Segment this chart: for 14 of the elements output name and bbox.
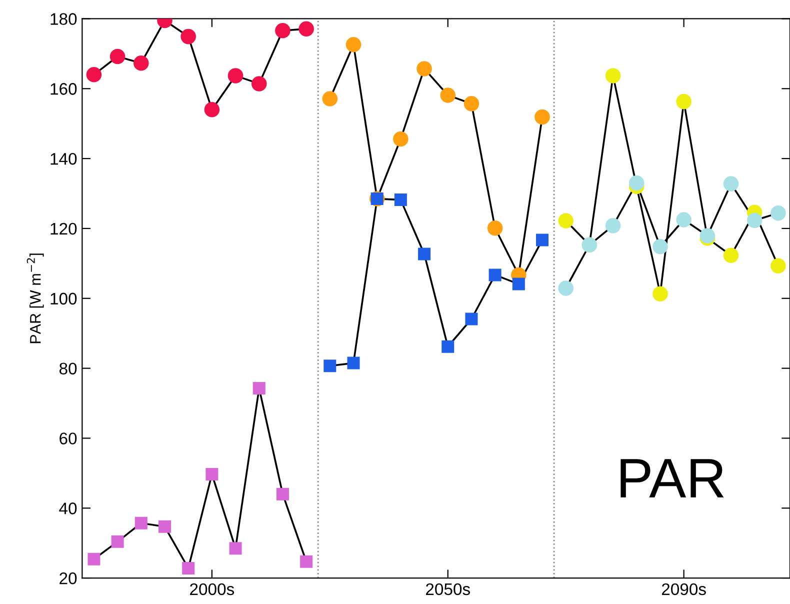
x-tick-label: 2090s (662, 583, 706, 596)
y-tick-label: 140 (50, 152, 77, 165)
y-tick-label: 160 (50, 83, 77, 95)
x-tick-label: 2000s (190, 583, 234, 596)
y-axis-title: PAR [W m$^{−2}$] (26, 254, 44, 344)
y-tick-label: 40 (59, 502, 77, 514)
y-tick-label: 60 (60, 432, 77, 444)
y-tick-label: 100 (50, 292, 77, 305)
y-tick-label: 20 (60, 572, 77, 584)
x-tick-label: 2050s (426, 583, 470, 596)
y-tick-label: 120 (50, 222, 77, 235)
y-tick-label: 80 (59, 362, 77, 374)
annotation: PAR (620, 459, 724, 498)
y-tick-label: 180 (50, 13, 77, 25)
